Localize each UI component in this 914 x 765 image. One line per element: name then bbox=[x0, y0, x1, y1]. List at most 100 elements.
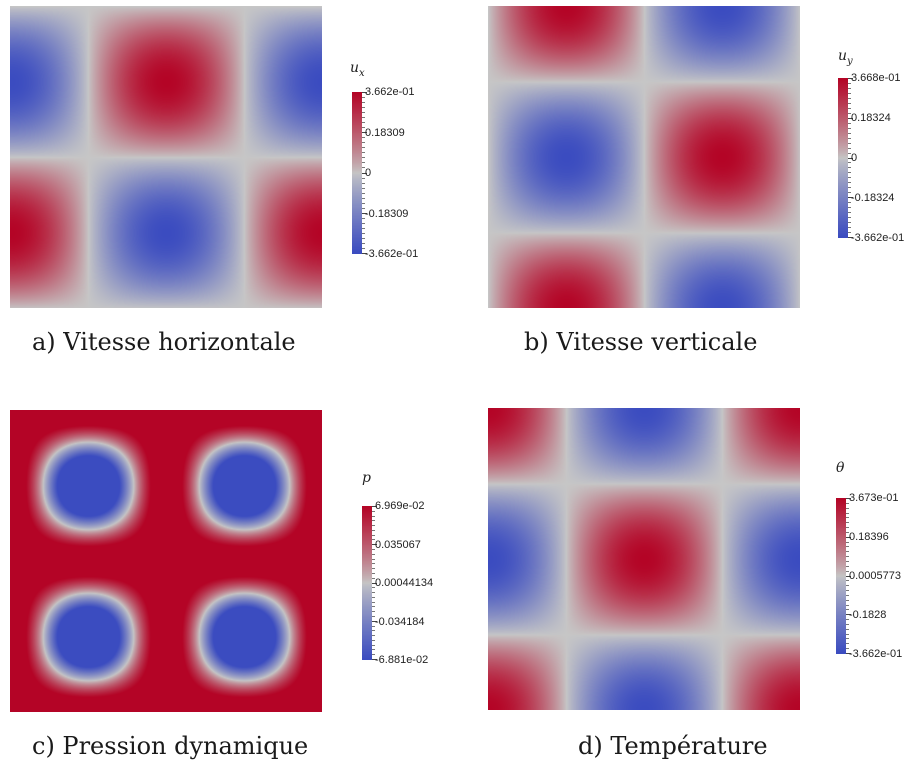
colorbar-tick bbox=[362, 197, 365, 199]
colorbar-tick bbox=[372, 568, 375, 570]
colorbar-tick bbox=[846, 638, 849, 640]
colorbar-tick bbox=[846, 541, 849, 543]
colorbar-label-min: -3.662e-01 bbox=[851, 232, 905, 244]
colorbar-tick bbox=[846, 527, 849, 529]
colorbar-tick bbox=[846, 643, 849, 645]
colorbar-tick bbox=[848, 152, 851, 154]
colorbar-tick bbox=[372, 649, 375, 651]
colorbar-tick bbox=[848, 222, 851, 224]
colorbar-label-max: 6.969e-02 bbox=[375, 500, 425, 512]
colorbar-tick bbox=[848, 127, 851, 129]
colorbar-tick bbox=[846, 560, 849, 562]
colorbar-label-q3: 0.18324 bbox=[851, 112, 891, 124]
colorbar-ux: 3.662e-01 0.18309 0 -0.18309 -3.662e-01 bbox=[352, 86, 418, 260]
colorbar-label-mid: 0.00044134 bbox=[375, 577, 434, 589]
colorbar-tick bbox=[372, 596, 375, 598]
colorbar-tick bbox=[362, 92, 367, 93]
colorbar-tick bbox=[362, 202, 365, 204]
colorbar-tick bbox=[362, 212, 367, 214]
colorbar-tick bbox=[846, 623, 849, 625]
colorbar-tick bbox=[362, 102, 365, 104]
colorbar-tick bbox=[846, 556, 849, 558]
colorbar-tick bbox=[846, 604, 849, 606]
colorbar-tick bbox=[362, 112, 365, 114]
colorbar-tick bbox=[848, 117, 853, 119]
colorbar-label-max: 3.673e-01 bbox=[849, 492, 899, 504]
colorbar-tick bbox=[848, 202, 851, 204]
colorbar-tick bbox=[372, 563, 375, 565]
colorbar-tick bbox=[372, 525, 375, 527]
colorbar-tick bbox=[372, 544, 377, 546]
colorbar-tick bbox=[848, 187, 851, 189]
colorbar-label-mid: 0.0005773 bbox=[849, 570, 901, 582]
colorbar-tick bbox=[846, 585, 849, 587]
colorbar-tick bbox=[848, 232, 851, 234]
colorbar-tick bbox=[848, 172, 851, 174]
colorbar-tick bbox=[362, 97, 365, 99]
colorbar-tick bbox=[846, 590, 849, 592]
colorbar-tick bbox=[848, 132, 851, 134]
colorbar-tick bbox=[372, 611, 375, 613]
colorbar-tick bbox=[372, 654, 375, 656]
colorbar-tick bbox=[848, 192, 851, 194]
colorbar-tick bbox=[846, 498, 851, 499]
colorbar-tick bbox=[362, 127, 365, 129]
colorbar-tick bbox=[372, 587, 375, 589]
colorbar-tick bbox=[362, 147, 365, 149]
colorbar-label-q3: 0.18396 bbox=[849, 531, 889, 543]
caption-c: c) Pression dynamique bbox=[32, 732, 309, 760]
colorbar-tick bbox=[848, 82, 851, 84]
colorbar-tick bbox=[372, 572, 375, 574]
colorbar-tick bbox=[846, 507, 849, 509]
colorbar-tick bbox=[848, 122, 851, 124]
colorbar-tick bbox=[846, 522, 849, 524]
colorbar-tick bbox=[846, 546, 849, 548]
colorbar-tick bbox=[362, 172, 367, 174]
variable-label-theta: θ bbox=[836, 460, 845, 476]
colorbar-uy: 3.668e-01 0.18324 0 -0.18324 -3.662e-01 bbox=[838, 72, 904, 244]
colorbar-tick bbox=[372, 635, 375, 637]
colorbar-label-mid: 0 bbox=[851, 152, 858, 164]
colorbar-tick bbox=[362, 192, 365, 194]
colorbar-tick bbox=[848, 207, 851, 209]
colorbar-label-max: 3.668e-01 bbox=[851, 72, 901, 84]
variable-label-ux: ux bbox=[350, 60, 365, 79]
colorbar-tick bbox=[848, 227, 851, 229]
colorbar-label-mid: 0 bbox=[365, 167, 372, 179]
colorbar-tick bbox=[372, 553, 375, 555]
colorbar-tick bbox=[846, 619, 849, 621]
colorbar-tick bbox=[848, 102, 851, 104]
colorbar-label-max: 3.662e-01 bbox=[365, 86, 415, 98]
colorbar-tick bbox=[846, 628, 849, 630]
colorbar-label-q3: 0.18309 bbox=[365, 126, 405, 139]
colorbar-label-min: -6.881e-02 bbox=[375, 654, 429, 666]
colorbar-tick bbox=[362, 253, 367, 254]
colorbar-tick bbox=[362, 132, 367, 134]
variable-label-p: p bbox=[362, 470, 371, 486]
colorbar-tick bbox=[362, 162, 365, 164]
colorbar-label-min: -3.662e-01 bbox=[365, 248, 419, 260]
field-plot-theta bbox=[488, 408, 800, 710]
colorbar-tick bbox=[846, 570, 849, 572]
colorbar-tick bbox=[362, 232, 365, 234]
colorbar-tick bbox=[848, 217, 851, 219]
colorbar-tick bbox=[372, 549, 375, 551]
caption-a: a) Vitesse horizontale bbox=[32, 328, 296, 356]
colorbar-tick bbox=[848, 92, 851, 94]
colorbar-tick bbox=[846, 580, 849, 582]
colorbar-tick bbox=[848, 137, 851, 139]
colorbar-tick bbox=[848, 107, 851, 109]
colorbar-tick bbox=[848, 177, 851, 179]
colorbar-tick bbox=[848, 237, 853, 238]
caption-d: d) Température bbox=[578, 732, 768, 760]
colorbar-tick bbox=[362, 122, 365, 124]
colorbar-tick bbox=[372, 515, 375, 517]
colorbar-tick bbox=[372, 639, 375, 641]
colorbar-tick bbox=[362, 157, 365, 159]
colorbar-tick bbox=[848, 182, 851, 184]
colorbar-tick bbox=[848, 212, 851, 214]
colorbar-tick bbox=[846, 512, 849, 514]
colorbar-label-q1: -0.18324 bbox=[851, 192, 895, 204]
colorbar-tick bbox=[362, 227, 365, 229]
colorbar-tick bbox=[846, 551, 849, 553]
